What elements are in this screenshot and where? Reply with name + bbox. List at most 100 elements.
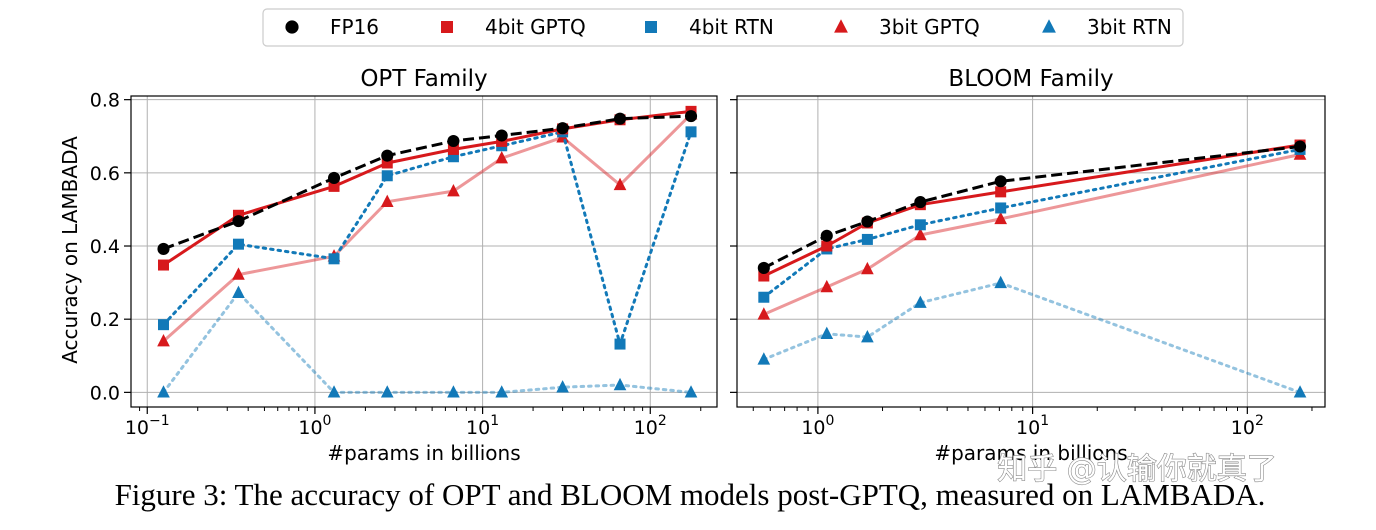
opt-series-fp16 <box>157 110 698 255</box>
opt-3bit-gptq-point <box>380 194 394 207</box>
legend-marker-4bit-gptq <box>441 21 453 33</box>
bloom-series-3bit-rtn <box>757 275 1307 398</box>
opt-x-tick-label: 10−1 <box>125 413 170 439</box>
bloom-3bit-rtn-line <box>762 281 1302 394</box>
bloom-grid: 100 101 102 <box>730 95 1326 439</box>
opt-series-3bit-rtn <box>157 285 698 398</box>
bloom-3bit-gptq-line <box>763 153 1301 316</box>
opt-4bit-rtn-point <box>232 238 244 250</box>
legend-label-3bit-rtn: 3bit RTN <box>1087 15 1172 39</box>
bloom-x-tick-label: 100 <box>801 413 834 439</box>
opt-4bit-rtn-point <box>447 151 459 163</box>
bloom-axes-frame <box>736 95 1326 408</box>
opt-3bit-gptq-point <box>495 151 509 164</box>
bloom-fp16-point <box>757 261 770 275</box>
opt-3bit-rtn-point <box>447 385 460 398</box>
bloom-fp16-point <box>861 215 874 228</box>
opt-3bit-rtn-line <box>162 291 693 394</box>
bloom-x-tick-label: 101 <box>1016 413 1049 439</box>
opt-3bit-rtn-point <box>157 385 170 398</box>
bloom-3bit-gptq-point <box>914 227 927 241</box>
opt-fp16-point <box>556 122 569 135</box>
y-axis-label: Accuracy on LAMBADA <box>58 136 82 364</box>
opt-fp16-point <box>447 134 460 148</box>
opt-x-tick-label: 102 <box>634 413 667 439</box>
bloom-fp16-point <box>994 175 1007 188</box>
bloom-series-4bit-rtn <box>758 143 1306 303</box>
bloom-series-4bit-gptq <box>758 139 1306 282</box>
bloom-3bit-gptq-point <box>757 307 771 320</box>
opt-4bit-rtn-point <box>381 170 393 182</box>
opt-series-4bit-rtn <box>157 126 697 350</box>
opt-3bit-rtn-point <box>556 380 569 393</box>
opt-3bit-gptq-point <box>613 177 627 191</box>
opt-fp16-point <box>684 110 698 123</box>
bloom-x-axis-label: #params in billions <box>934 441 1127 465</box>
opt-y-tick-label: 0.2 <box>90 309 120 331</box>
legend-marker-fp16 <box>285 20 299 34</box>
opt-y-tick-label: 0.6 <box>90 163 120 185</box>
opt-series-3bit-gptq <box>157 107 698 347</box>
opt-fp16-point <box>381 149 394 162</box>
bloom-3bit-rtn-point <box>861 329 874 343</box>
watermark: 知乎 @认输你就真了 <box>997 452 1277 487</box>
opt-axes-frame <box>130 95 718 408</box>
opt-3bit-rtn-point <box>495 385 509 398</box>
legend-label-4bit-gptq: 4bit GPTQ <box>485 15 586 39</box>
bloom-series-3bit-gptq <box>757 147 1307 320</box>
opt-fp16-line <box>162 114 692 251</box>
legend-marker-4bit-rtn <box>645 21 657 33</box>
legend: FP16 4bit GPTQ 4bit RTN 3bit GPTQ 3bit RTN <box>262 8 1184 47</box>
opt-4bit-rtn-point <box>157 319 169 331</box>
opt-4bit-rtn-point <box>328 253 340 265</box>
legend-label-fp16: FP16 <box>330 15 379 39</box>
bloom-4bit-gptq-point <box>995 186 1007 198</box>
opt-fp16-point <box>327 171 341 185</box>
opt-4bit-gptq-point <box>447 143 459 155</box>
bloom-4bit-gptq-point <box>821 240 833 252</box>
opt-x-tick-label: 101 <box>466 413 499 439</box>
bloom-4bit-rtn-point <box>758 291 770 303</box>
opt-3bit-gptq-point <box>157 333 170 347</box>
bloom-3bit-gptq-point <box>861 261 874 275</box>
opt-y-tick-label: 0.8 <box>90 90 120 112</box>
opt-4bit-gptq-point <box>328 180 340 192</box>
opt-3bit-gptq-line <box>162 113 693 343</box>
bloom-fp16-point <box>1293 140 1307 153</box>
opt-fp16-point <box>613 112 627 125</box>
opt-fp16-point <box>157 242 170 255</box>
legend-label-3bit-gptq: 3bit GPTQ <box>879 15 980 39</box>
bloom-4bit-rtn-point <box>861 233 873 245</box>
legend-marker-3bit-rtn <box>1042 19 1056 33</box>
bloom-series-fp16 <box>757 140 1307 275</box>
bloom-4bit-gptq-line <box>763 143 1301 278</box>
opt-4bit-rtn-point <box>614 338 626 350</box>
opt-3bit-gptq-point <box>232 267 245 280</box>
bloom-3bit-gptq-point <box>820 279 834 293</box>
bloom-family-panel: BLOOM Family #params in billions 100 101 1… <box>730 66 1326 465</box>
opt-4bit-rtn-line <box>162 130 693 346</box>
opt-4bit-rtn-point <box>685 126 697 138</box>
opt-3bit-rtn-point <box>380 385 394 398</box>
opt-fp16-point <box>495 129 508 142</box>
bloom-3bit-rtn-point <box>994 275 1008 289</box>
opt-4bit-gptq-point <box>157 259 169 271</box>
bloom-4bit-rtn-point <box>914 219 926 231</box>
bloom-4bit-gptq-point <box>758 270 770 282</box>
legend-frame <box>262 8 1184 47</box>
opt-x-axis-label: #params in billions <box>327 441 520 465</box>
bloom-4bit-rtn-point <box>995 202 1007 214</box>
opt-x-tick-label: 100 <box>298 413 331 439</box>
legend-label-4bit-rtn: 4bit RTN <box>689 15 774 39</box>
opt-4bit-gptq-point <box>381 157 393 169</box>
bloom-fp16-point <box>914 196 927 209</box>
bloom-x-tick-label: 102 <box>1231 413 1264 439</box>
opt-family-panel: OPT Family #params in billions Accuracy … <box>58 66 718 465</box>
bloom-3bit-rtn-point <box>1293 385 1307 398</box>
opt-3bit-rtn-point <box>684 385 698 398</box>
legend-marker-3bit-gptq <box>834 19 848 33</box>
opt-3bit-rtn-point <box>327 385 341 398</box>
bloom-3bit-rtn-point <box>820 326 834 340</box>
bloom-fp16-line <box>763 145 1301 270</box>
